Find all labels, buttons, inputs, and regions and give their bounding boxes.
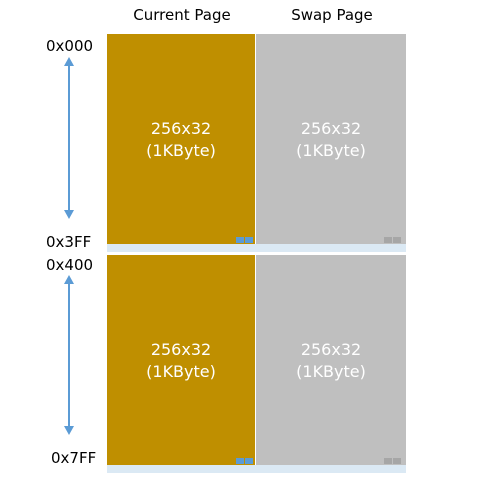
address-label-0x7ff: 0x7FF — [51, 449, 97, 467]
current-page-cell: 256x32 (1KByte) — [107, 255, 255, 466]
cell-bytes-label: (1KByte) — [296, 361, 366, 381]
current-page-marker — [245, 237, 253, 243]
current-page-header: Current Page — [133, 6, 231, 24]
memory-block-1: 256x32 (1KByte) 256x32 (1KByte) — [107, 34, 406, 252]
block-base-strip — [107, 465, 406, 473]
current-page-marker — [236, 458, 244, 464]
cell-size-label: 256x32 — [150, 339, 212, 359]
swap-page-cell: 256x32 (1KByte) — [256, 255, 406, 466]
swap-page-marker — [384, 237, 392, 243]
current-page-marker — [245, 458, 253, 464]
cell-bytes-label: (1KByte) — [146, 140, 216, 160]
swap-page-cell: 256x32 (1KByte) — [256, 34, 406, 245]
memory-block-2: 256x32 (1KByte) 256x32 (1KByte) — [107, 255, 406, 473]
double-arrow-icon — [64, 57, 74, 219]
cell-size-label: 256x32 — [300, 118, 362, 138]
cell-size-label: 256x32 — [150, 118, 212, 138]
swap-page-header: Swap Page — [291, 6, 373, 24]
address-label-0x400: 0x400 — [46, 256, 94, 274]
current-page-marker — [236, 237, 244, 243]
block-base-strip — [107, 244, 406, 252]
swap-page-marker — [393, 458, 401, 464]
address-label-0x000: 0x000 — [46, 37, 94, 55]
current-page-cell: 256x32 (1KByte) — [107, 34, 255, 245]
swap-page-marker — [393, 237, 401, 243]
cell-size-label: 256x32 — [300, 339, 362, 359]
double-arrow-icon — [64, 275, 74, 435]
address-label-0x3ff: 0x3FF — [46, 233, 92, 251]
swap-page-marker — [384, 458, 392, 464]
cell-bytes-label: (1KByte) — [146, 361, 216, 381]
cell-bytes-label: (1KByte) — [296, 140, 366, 160]
